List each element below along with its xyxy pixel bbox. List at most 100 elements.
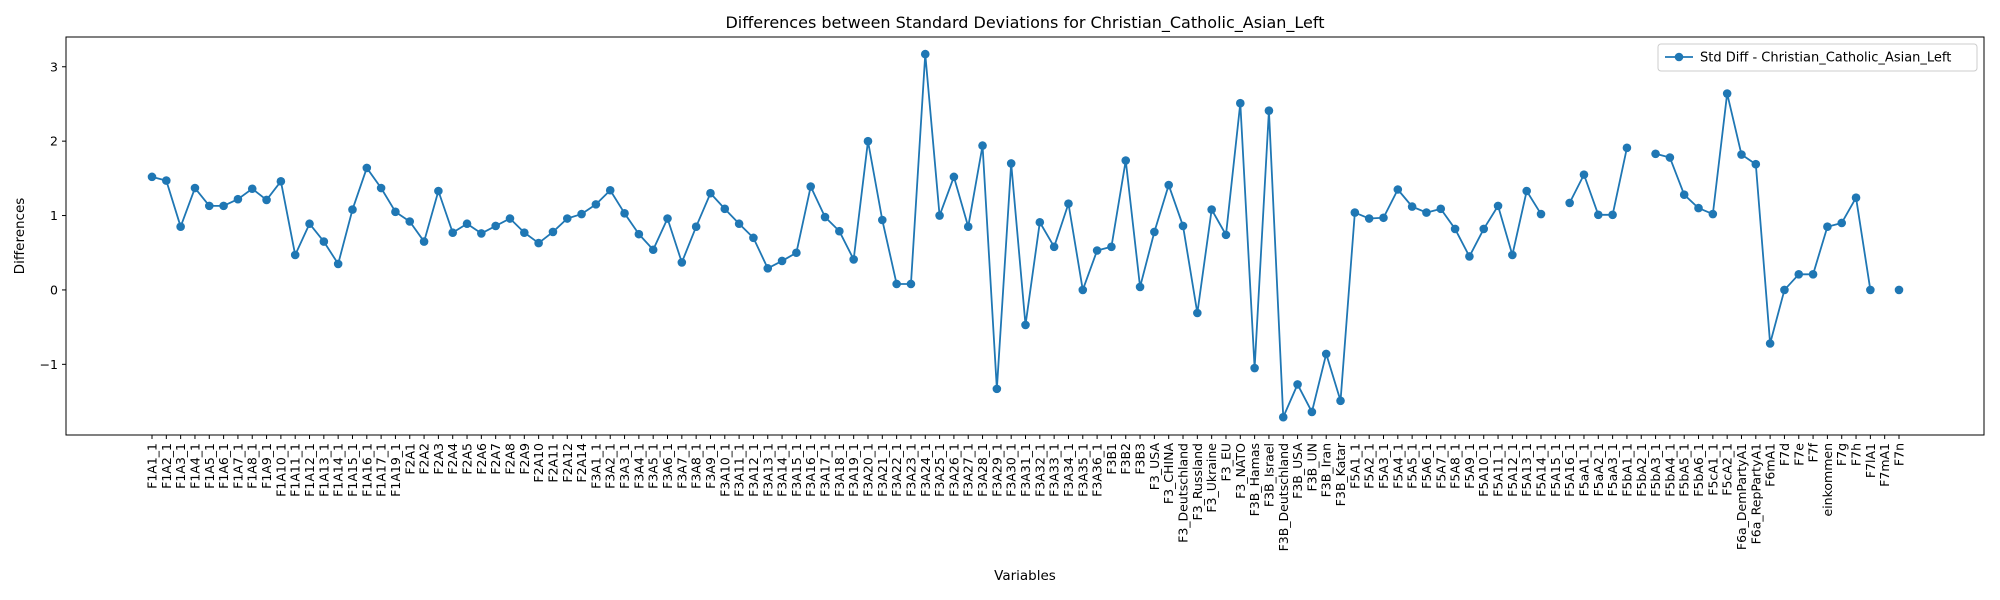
data-point — [477, 229, 486, 238]
data-point — [1293, 380, 1302, 389]
x-tick-label: F5aA3_1 — [1605, 443, 1620, 497]
x-tick-label: F1A15_1 — [345, 443, 360, 497]
data-point — [1278, 412, 1288, 422]
data-point — [1336, 396, 1345, 406]
x-tick-label: F2A9 — [517, 443, 532, 475]
x-tick-label: F3A22_1 — [889, 443, 904, 497]
data-point — [1150, 227, 1159, 237]
data-point — [920, 49, 930, 59]
x-tick-label: F3A30_1 — [1004, 443, 1019, 497]
x-tick-label: F3B_Israel — [1261, 443, 1276, 507]
x-tick-label: F1A1_1 — [145, 443, 160, 489]
data-point — [319, 237, 329, 246]
x-tick-label: F1A9_1 — [259, 443, 274, 489]
legend-box — [1657, 43, 1978, 72]
data-point — [734, 219, 744, 229]
x-tick-label: F1A10_1 — [273, 443, 288, 497]
data-point — [620, 209, 629, 218]
x-tick-label: F3A1_1 — [588, 443, 603, 489]
data-point — [792, 248, 801, 258]
x-tick-label: F3A21_1 — [875, 443, 890, 497]
x-tick-label: F7d — [1777, 443, 1792, 466]
x-tick-label: F5bA2_1 — [1634, 443, 1649, 497]
x-tick-label: F3A32_1 — [1032, 443, 1047, 497]
x-tick-label: F3B_Deutschland — [1276, 443, 1291, 551]
data-point — [219, 201, 228, 211]
x-tick-label: F1A2_1 — [159, 443, 174, 489]
data-point — [806, 182, 815, 191]
x-tick-label: F1A11_1 — [288, 443, 303, 497]
data-point — [1164, 180, 1173, 190]
x-tick-label: F3B_UN — [1304, 443, 1319, 491]
x-tick-label: F3B1 — [1104, 443, 1119, 475]
x-tick-label: F3A25_1 — [932, 443, 947, 497]
data-point — [1651, 149, 1660, 159]
data-point — [1064, 199, 1073, 208]
x-tick-label: F3A4_1 — [631, 443, 646, 489]
chart-title: Differences between Standard Deviations … — [725, 13, 1324, 33]
x-tick-label: F5A9_1 — [1462, 443, 1477, 489]
x-tick-label: F1A13_1 — [316, 443, 331, 497]
x-tick-label: F2A2 — [417, 443, 432, 475]
data-point — [505, 214, 515, 223]
data-point — [1622, 143, 1632, 153]
x-tick-label: F5A6_1 — [1419, 443, 1434, 489]
x-tick-label: F3B2 — [1118, 443, 1133, 475]
data-point — [233, 194, 243, 204]
data-point — [333, 259, 343, 269]
x-tick-label: F7g — [1834, 443, 1849, 466]
data-point — [491, 221, 500, 231]
data-point — [963, 222, 973, 231]
x-tick-label: F6a_RepPartyA1 — [1748, 443, 1763, 544]
x-tick-label: F3B_USA — [1290, 443, 1305, 499]
data-point — [1049, 242, 1059, 252]
x-tick-label: F1A19_1 — [388, 443, 403, 497]
x-tick-label: F1A4_1 — [187, 443, 202, 489]
data-point — [849, 255, 858, 264]
x-tick-label: F3A10_1 — [717, 443, 732, 497]
data-point — [1321, 349, 1331, 359]
data-point — [1465, 252, 1474, 261]
data-point — [1608, 210, 1617, 220]
data-point — [1107, 242, 1116, 252]
data-point — [949, 172, 959, 182]
x-tick-label: F3A19_1 — [846, 443, 861, 497]
data-point — [1593, 210, 1603, 220]
x-tick-label: F3A9_1 — [703, 443, 718, 489]
x-tick-label: F1A8_1 — [245, 443, 260, 489]
x-tick-label: F5A14_1 — [1534, 443, 1549, 497]
data-point — [1207, 205, 1216, 214]
data-point — [1737, 150, 1746, 159]
data-point — [520, 228, 529, 237]
data-point — [348, 205, 357, 214]
data-point — [1479, 224, 1489, 234]
data-point — [391, 207, 400, 217]
x-tick-label: F5A11_1 — [1491, 443, 1506, 497]
x-tick-label: F1A14_1 — [331, 443, 346, 497]
data-point — [1579, 170, 1589, 179]
data-point — [1866, 285, 1875, 295]
data-point — [835, 226, 844, 236]
series-line — [1655, 92, 1872, 345]
data-point — [605, 185, 615, 195]
data-point — [562, 214, 572, 223]
data-point — [305, 219, 314, 229]
data-point — [1508, 250, 1517, 260]
x-tick-label: F1A5_1 — [202, 443, 217, 489]
x-tick-label: F3_Russland — [1190, 443, 1205, 520]
x-tick-label: F3A27_1 — [961, 443, 976, 497]
data-point — [1193, 308, 1202, 318]
data-point — [706, 188, 715, 198]
data-point — [906, 279, 916, 289]
x-axis-label: Variables — [994, 568, 1056, 584]
data-point — [1837, 218, 1847, 228]
data-point — [147, 172, 157, 182]
data-point — [1536, 209, 1546, 219]
x-tick-label: F5cA1_1 — [1705, 443, 1720, 496]
x-tick-label: F3A26_1 — [946, 443, 961, 497]
x-tick-label: F3A7_1 — [674, 443, 689, 489]
x-tick-label: F2A7 — [488, 443, 503, 475]
y-tick-label: 1 — [50, 208, 58, 223]
y-tick-label: 3 — [50, 59, 58, 74]
data-point — [1679, 190, 1689, 200]
